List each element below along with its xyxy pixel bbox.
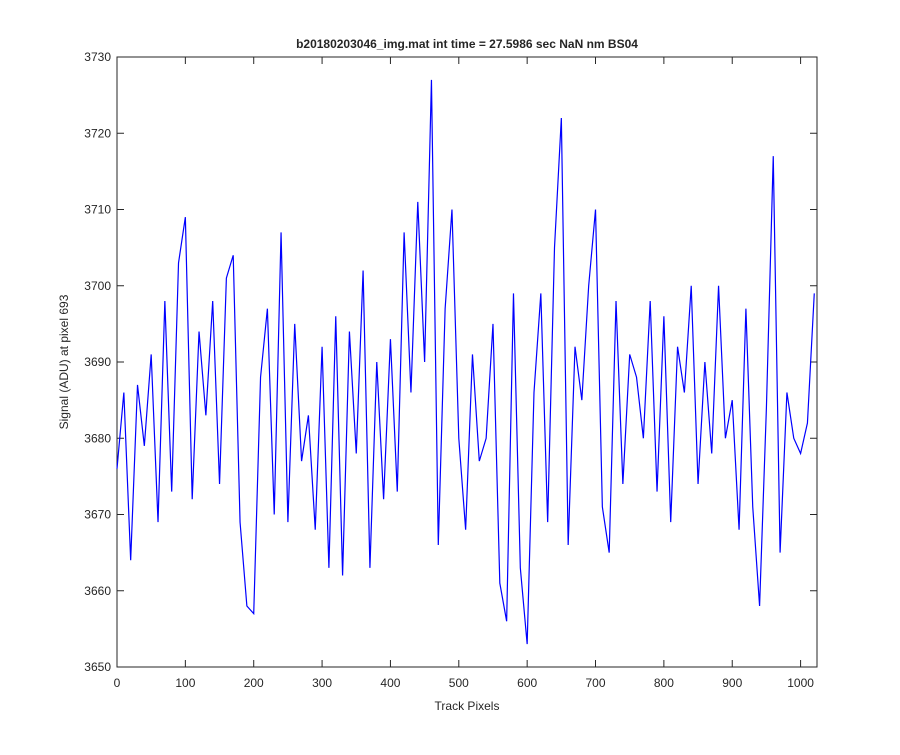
data-line — [116, 79, 815, 645]
y-tick-label: 3680 — [84, 431, 111, 445]
chart-title: b20180203046_img.mat int time = 27.5986 … — [296, 37, 638, 51]
x-axis-label: Track Pixels — [435, 699, 500, 713]
y-tick-label: 3710 — [84, 203, 111, 217]
x-tick-label: 500 — [449, 676, 469, 690]
x-tick-label: 300 — [312, 676, 332, 690]
x-tick-label: 800 — [654, 676, 674, 690]
y-tick-label: 3670 — [84, 508, 111, 522]
x-tick-label: 600 — [517, 676, 537, 690]
y-tick-label: 3720 — [84, 126, 111, 140]
x-tick-label: 400 — [380, 676, 400, 690]
y-tick-label: 3660 — [84, 584, 111, 598]
y-tick-label: 3700 — [84, 279, 111, 293]
axes-box — [116, 56, 818, 668]
x-tick-label: 200 — [244, 676, 264, 690]
y-tick-label: 3650 — [84, 660, 111, 674]
y-tick-label: 3730 — [84, 50, 111, 64]
x-tick-label: 100 — [175, 676, 195, 690]
x-tick-label: 900 — [722, 676, 742, 690]
y-axis-label: Signal (ADU) at pixel 693 — [57, 294, 71, 429]
x-tick-label: 0 — [114, 676, 121, 690]
x-tick-label: 1000 — [787, 676, 814, 690]
x-tick-label: 700 — [586, 676, 606, 690]
y-tick-label: 3690 — [84, 355, 111, 369]
